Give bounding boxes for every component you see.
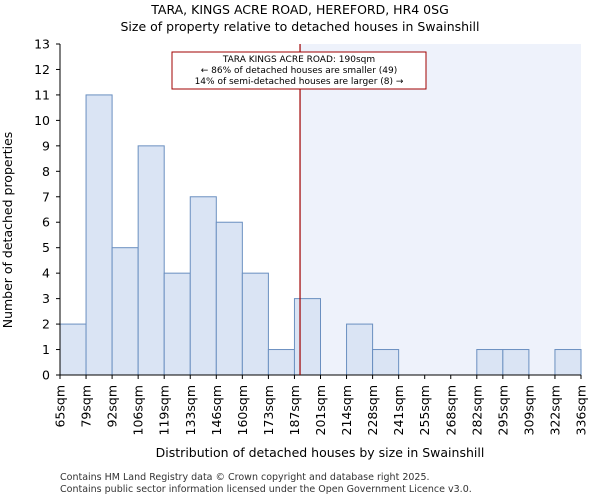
x-tick-label: 146sqm	[209, 385, 224, 435]
y-tick-label: 8	[42, 164, 50, 179]
y-tick-label: 11	[34, 87, 50, 102]
bar-322sqm	[554, 349, 582, 376]
x-tick-label: 228sqm	[365, 385, 380, 435]
y-tick-label: 7	[42, 189, 50, 204]
y-tick-label: 3	[42, 291, 50, 306]
bar-79sqm	[85, 94, 113, 376]
footer-attribution-line-1: Contains HM Land Registry data © Crown c…	[60, 472, 430, 483]
bar-295sqm	[502, 349, 530, 376]
y-tick-label: 12	[34, 62, 50, 77]
x-tick-label: 214sqm	[339, 385, 354, 435]
x-tick-label: 201sqm	[313, 385, 328, 435]
bar-106sqm	[137, 145, 165, 376]
x-tick-label: 65sqm	[53, 385, 68, 428]
annotation-box	[171, 51, 427, 90]
bar-214sqm	[346, 323, 374, 376]
annotation-line-1: TARA KINGS ACRE ROAD: 190sqm	[222, 55, 375, 65]
x-tick-label: 160sqm	[235, 385, 250, 435]
x-tick-label: 119sqm	[157, 385, 172, 435]
y-tick-label: 5	[42, 240, 50, 255]
bar-92sqm	[111, 247, 139, 376]
y-tick-label: 6	[42, 215, 50, 230]
x-tick-label: 187sqm	[287, 385, 302, 435]
bar-228sqm	[372, 349, 400, 376]
bar-282sqm	[476, 349, 504, 376]
annotation-line-3: 14% of semi-detached houses are larger (…	[195, 77, 404, 87]
y-tick-label: 2	[42, 317, 50, 332]
x-axis-label: Distribution of detached houses by size …	[156, 445, 485, 460]
bar-119sqm	[163, 272, 191, 376]
x-tick-label: 282sqm	[469, 385, 484, 435]
x-tick-label: 241sqm	[391, 385, 406, 435]
x-tick-label: 173sqm	[261, 385, 276, 435]
x-tick-label: 309sqm	[521, 385, 536, 435]
x-tick-label: 92sqm	[105, 385, 120, 428]
x-tick-label: 79sqm	[79, 385, 94, 428]
chart-title: TARA, KINGS ACRE ROAD, HEREFORD, HR4 0SG	[150, 2, 449, 17]
highlight-region	[300, 44, 581, 375]
y-tick-label: 10	[34, 113, 50, 128]
bar-146sqm	[215, 221, 243, 376]
footer-attribution-line-2: Contains public sector information licen…	[60, 484, 472, 495]
x-tick-label: 336sqm	[574, 385, 589, 435]
y-tick-label: 1	[42, 342, 50, 357]
y-tick-label: 9	[42, 138, 50, 153]
chart-subtitle: Size of property relative to detached ho…	[121, 19, 480, 34]
y-axis-label: Number of detached properties	[0, 132, 15, 329]
bar-173sqm	[267, 349, 295, 376]
bar-65sqm	[59, 323, 87, 376]
y-tick-label: 13	[34, 37, 50, 52]
x-tick-label: 268sqm	[443, 385, 458, 435]
bar-187sqm	[293, 298, 322, 376]
x-tick-label: 106sqm	[131, 385, 146, 435]
x-tick-label: 322sqm	[547, 385, 562, 435]
annotation-line-2: ← 86% of detached houses are smaller (49…	[201, 66, 398, 76]
x-tick-label: 133sqm	[183, 385, 198, 435]
bar-133sqm	[189, 196, 217, 376]
y-tick-label: 4	[42, 266, 50, 281]
x-tick-label: 255sqm	[417, 385, 432, 435]
y-tick-label: 0	[42, 368, 50, 383]
x-tick-label: 295sqm	[495, 385, 510, 435]
bar-160sqm	[241, 272, 269, 376]
